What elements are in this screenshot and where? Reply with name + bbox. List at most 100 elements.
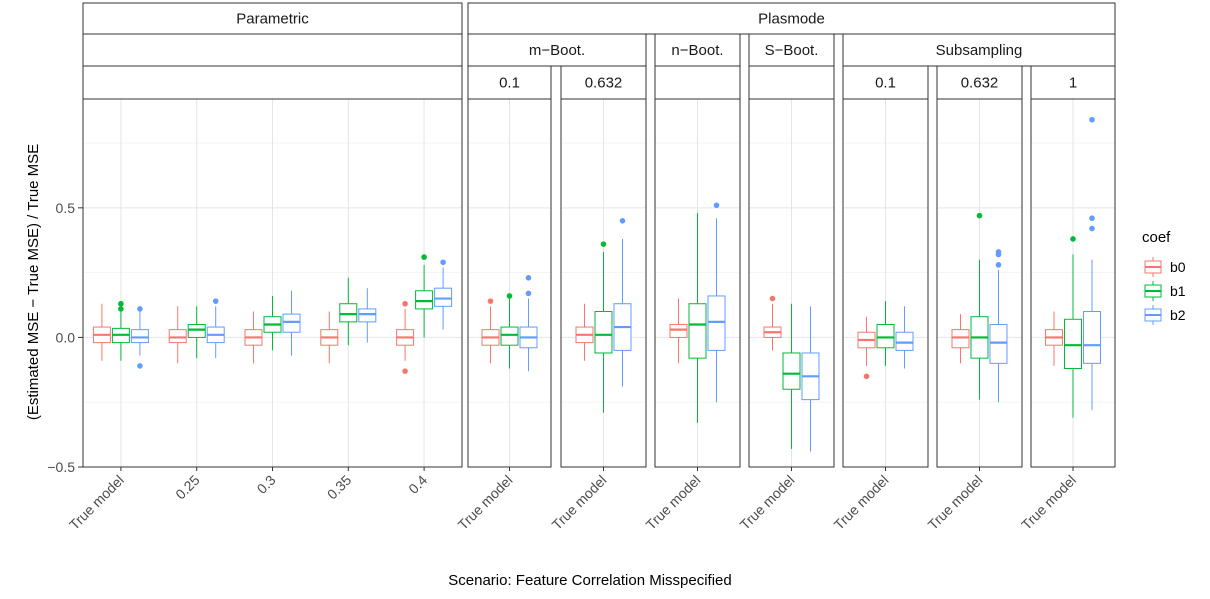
strip-level3-7-box	[1030, 65, 1116, 100]
facet-strips: Parametric Plasmode m−Boot. n−Boot. S−Boot. S…	[82, 2, 1116, 100]
iqr-box	[895, 331, 914, 351]
x-tick-label: True model	[737, 472, 798, 533]
facet-panels	[82, 98, 1116, 468]
iqr-box	[707, 295, 726, 351]
outlier-point	[137, 306, 143, 312]
box-b1	[782, 303, 801, 449]
x-tick-label: True model	[1018, 472, 1079, 533]
strip-level3-3-box	[654, 65, 741, 100]
panel-0	[82, 98, 463, 468]
iqr-box	[782, 352, 801, 390]
panel-1	[467, 98, 552, 468]
iqr-box	[989, 323, 1008, 364]
strip-level2-2-label: n−Boot.	[671, 42, 723, 59]
strip-level3-6-label: 0.632	[961, 75, 999, 92]
legend-key-b0	[1144, 257, 1162, 277]
y-tick-label: 0.0	[56, 329, 76, 345]
box-b2	[895, 306, 914, 369]
legend-label-b2: b2	[1170, 307, 1186, 323]
outlier-point	[118, 306, 124, 312]
box-b1	[415, 254, 434, 338]
x-tick-label: True model	[549, 472, 610, 533]
outlier-point	[1089, 215, 1095, 222]
iqr-box	[1064, 318, 1082, 370]
box-b0	[244, 311, 263, 364]
box-b0	[951, 314, 970, 364]
legend-label-b0: b0	[1170, 259, 1186, 275]
box-b1	[111, 300, 130, 361]
box-b0	[92, 303, 111, 361]
iqr-box	[688, 303, 707, 359]
box-b0	[669, 298, 688, 364]
box-b2	[1083, 116, 1101, 410]
box-b2	[282, 290, 301, 356]
strip-level2-1-box	[467, 33, 647, 67]
box-b2	[434, 259, 453, 330]
outlier-point	[995, 262, 1002, 268]
strip-level1-0-label: Parametric	[236, 11, 309, 28]
box-b1	[594, 241, 613, 413]
legend-key-b1	[1144, 281, 1162, 301]
iqr-box	[500, 326, 519, 346]
iqr-box	[1083, 311, 1101, 364]
outlier-point	[506, 293, 513, 299]
box-b1	[688, 213, 707, 423]
box-b0	[857, 316, 876, 380]
strip-level1-1-box	[467, 2, 1116, 35]
iqr-box	[187, 323, 206, 338]
iqr-box	[594, 311, 613, 354]
outlier-point	[525, 290, 532, 297]
iqr-box	[168, 329, 187, 344]
iqr-box	[339, 303, 358, 323]
outlier-point	[440, 259, 446, 266]
outlier-point	[863, 373, 870, 380]
box-b1	[500, 293, 519, 369]
x-tick-label: 0.3	[254, 472, 279, 497]
box-b2	[801, 306, 820, 452]
outlier-point	[1089, 116, 1095, 123]
y-tick-label: −0.5	[47, 459, 75, 475]
box-b1	[187, 306, 206, 359]
box-b1	[970, 212, 989, 400]
strip-level2-4-box	[842, 33, 1116, 67]
strip-level3-2-box	[560, 65, 647, 100]
outlier-point	[487, 298, 494, 304]
iqr-box	[669, 323, 688, 338]
box-b2	[358, 288, 377, 343]
box-b0	[396, 300, 415, 374]
y-tick-label: 0.5	[56, 200, 76, 216]
strip-level3-4-box	[748, 65, 835, 100]
box-b0	[320, 311, 339, 364]
x-tick-label: 0.35	[324, 472, 355, 503]
strip-level1-1-label: Plasmode	[758, 11, 825, 28]
iqr-box	[358, 308, 377, 323]
outlier-point	[525, 275, 532, 281]
y-axis-title: (Estimated MSE − True MSE) / True MSE	[25, 144, 42, 420]
box-b0	[168, 306, 187, 364]
x-tick-label: True model	[455, 472, 516, 533]
panel-2	[560, 98, 647, 468]
box-b1	[339, 277, 358, 346]
box-b2	[707, 202, 726, 403]
panel-3	[654, 98, 741, 468]
iqr-box	[876, 323, 895, 349]
outlier-point	[1070, 236, 1076, 242]
iqr-box	[130, 329, 149, 344]
y-axis: −0.5 0.0 0.5	[47, 200, 83, 475]
outlier-point	[212, 298, 219, 304]
box-b2	[206, 298, 225, 359]
strip-level3-0-box	[82, 65, 463, 100]
outlier-point	[769, 295, 776, 302]
strip-level2-3-label: S−Boot.	[765, 42, 819, 59]
strip-level2-0-box	[82, 33, 463, 67]
strip-level3-5-label: 0.1	[875, 75, 896, 92]
panel-4	[748, 98, 835, 468]
strip-level3-1-label: 0.1	[499, 75, 520, 92]
box-b2	[130, 306, 149, 369]
strip-level1-0-box	[82, 2, 463, 35]
outlier-point	[713, 202, 720, 209]
box-b0	[1045, 311, 1063, 366]
strip-level3-7-label: 1	[1069, 75, 1077, 92]
outlier-point	[118, 300, 124, 307]
